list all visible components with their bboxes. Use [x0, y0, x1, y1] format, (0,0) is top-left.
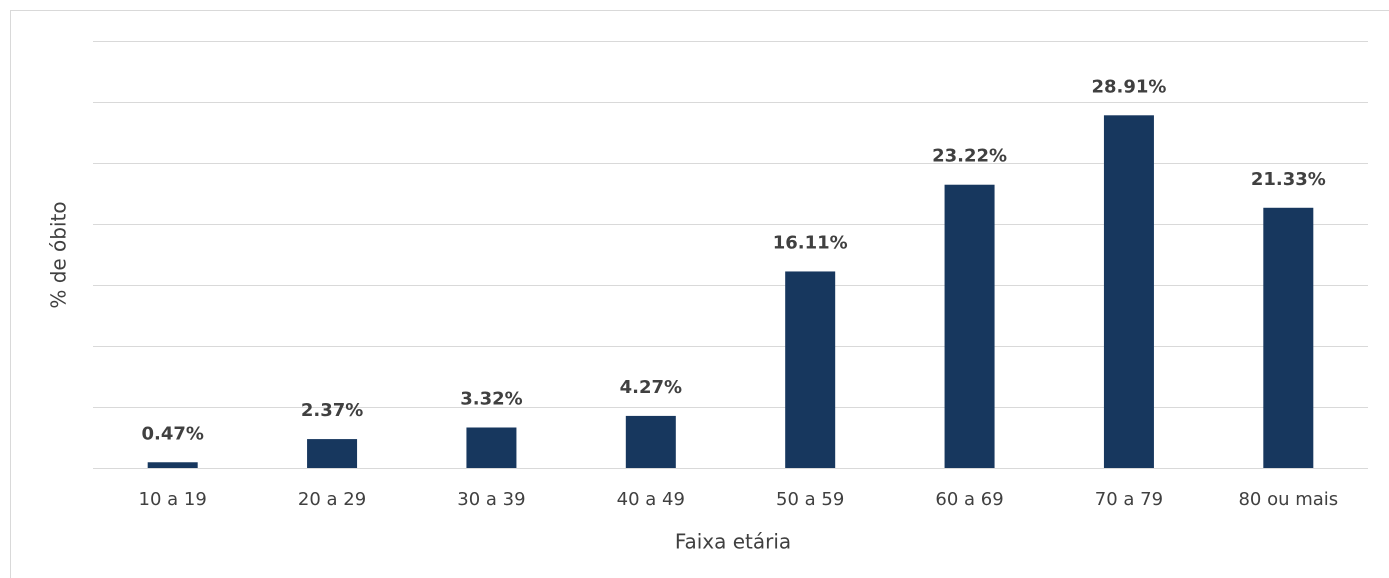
- data-label: 0.47%: [141, 423, 203, 444]
- x-tick-label: 70 a 79: [1095, 489, 1163, 510]
- x-tick-label: 80 ou mais: [1238, 489, 1338, 510]
- data-label: 21.33%: [1251, 169, 1326, 190]
- chart-frame: [10, 10, 1389, 578]
- x-tick-label: 30 a 39: [457, 489, 525, 510]
- x-tick-label: 20 a 29: [298, 489, 366, 510]
- bar: [1103, 115, 1154, 468]
- bar: [466, 427, 517, 468]
- bar: [625, 415, 676, 468]
- bar: [944, 184, 995, 468]
- bar: [785, 271, 836, 468]
- data-label: 4.27%: [620, 377, 682, 398]
- bar: [1263, 207, 1314, 469]
- x-tick-label: 60 a 69: [935, 489, 1003, 510]
- data-label: 16.11%: [773, 232, 848, 253]
- bar: [147, 462, 198, 468]
- y-axis-label: % de óbito: [47, 201, 71, 308]
- data-label: 3.32%: [460, 388, 522, 409]
- bar: [307, 439, 358, 468]
- x-axis-label: Faixa etária: [675, 530, 791, 554]
- data-label: 28.91%: [1091, 76, 1166, 97]
- x-tick-label: 50 a 59: [776, 489, 844, 510]
- x-tick-label: 10 a 19: [139, 489, 207, 510]
- data-label: 2.37%: [301, 400, 363, 421]
- x-tick-label: 40 a 49: [617, 489, 685, 510]
- data-label: 23.22%: [932, 146, 1007, 167]
